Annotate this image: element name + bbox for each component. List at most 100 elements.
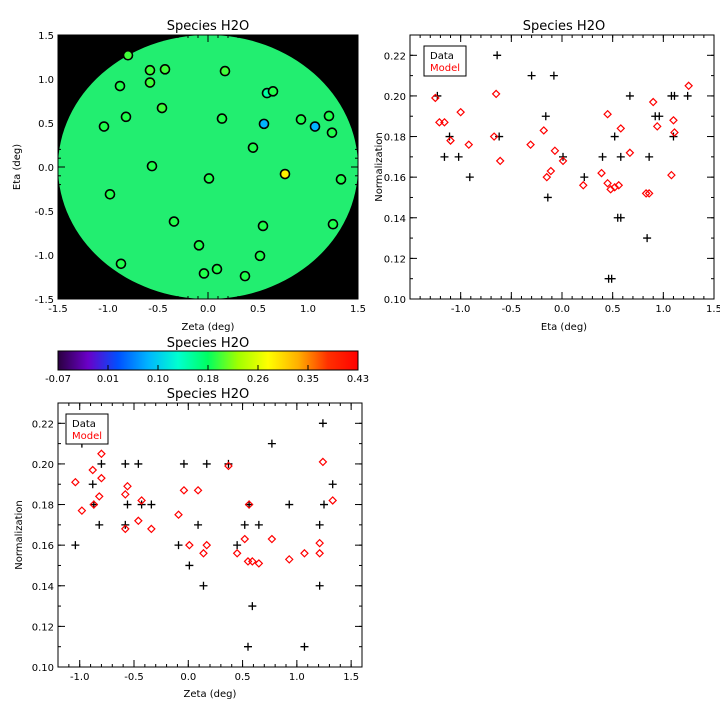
sky-map-xtick-label: 0.5 — [250, 304, 266, 315]
zeta-model-point — [94, 492, 104, 501]
zeta-data-point — [300, 642, 309, 651]
sky-map-point — [219, 65, 231, 77]
sky-map-point — [267, 86, 279, 97]
sky-map-point — [122, 49, 134, 61]
zeta-data-point — [194, 520, 203, 529]
sky-map-xtick-label: 1.0 — [300, 304, 316, 315]
zeta-xtick-label: 1.5 — [343, 672, 359, 683]
sky-map-ytick-label: -0.5 — [34, 207, 54, 218]
zeta-panel: Species H2O -1.0 -0.5 0.0 0.5 1.0 1.5 0.10 0.12… — [14, 387, 363, 700]
zeta-data-point — [224, 459, 233, 468]
eta-model-point — [550, 146, 560, 156]
eta-model-point — [430, 93, 440, 103]
zeta-model-point — [254, 559, 264, 568]
eta-model-point — [625, 148, 635, 158]
eta-data-point — [541, 112, 550, 121]
eta-model-point — [667, 170, 676, 180]
eta-model-point — [616, 124, 626, 133]
zeta-data-point — [199, 581, 208, 590]
zeta-data-point — [267, 439, 276, 448]
eta-plot-title: Species H2O — [523, 19, 605, 34]
zeta-model-point — [97, 449, 106, 459]
zeta-legend-box — [65, 413, 109, 445]
sky-map-point — [309, 121, 321, 132]
eta-data-point — [440, 152, 449, 161]
eta-data-point — [580, 173, 589, 182]
eta-model-point — [606, 184, 615, 194]
eta-ytick-label: 0.20 — [384, 92, 406, 103]
eta-data-point — [610, 132, 619, 141]
eta-panel: Species H2O -1.0 -0.5 0.0 0.5 1.0 1.5 0.10 0.12… — [374, 19, 720, 333]
sky-map-ytick-label: 1.5 — [38, 31, 54, 42]
sky-map-axes: -1.5 -1.0 -0.5 0.0 0.5 1.0 1.5 -1.5 -1.0 -0.5 0.0 0… — [34, 31, 365, 315]
zeta-data-point — [121, 459, 130, 468]
eta-xtick-label: 1.5 — [706, 304, 720, 315]
zeta-model-point — [133, 516, 143, 526]
zeta-model-point — [244, 500, 254, 509]
eta-data-point — [669, 132, 678, 141]
eta-model-point — [670, 128, 679, 137]
zeta-data-point — [285, 500, 294, 509]
eta-model-point — [495, 156, 505, 166]
sky-map-point — [254, 250, 266, 262]
zeta-data-point — [244, 642, 252, 651]
sky-map-point — [211, 263, 223, 275]
sky-map-point — [168, 216, 180, 227]
eta-model-point — [578, 180, 588, 190]
sky-map-point — [156, 102, 168, 114]
zeta-data-point — [254, 520, 263, 529]
eta-ylabel: Normalization — [374, 132, 385, 202]
zeta-model-point — [240, 534, 250, 544]
zeta-ytick-label: 0.10 — [32, 663, 54, 674]
eta-data-point — [495, 132, 504, 141]
sky-map-ytick-label: 0.0 — [38, 163, 54, 174]
zeta-model-point — [97, 473, 106, 483]
eta-model-point — [641, 189, 651, 198]
sky-map-point — [203, 173, 215, 184]
eta-model-point — [456, 107, 466, 117]
eta-ytick-label: 0.12 — [384, 254, 406, 265]
zeta-data-point — [315, 581, 324, 590]
colorbar-tick-label: -0.07 — [45, 374, 71, 385]
sky-map-point — [120, 111, 132, 123]
sky-map-ytick-label: -1.5 — [34, 295, 54, 306]
sky-map-point — [327, 218, 339, 230]
zeta-data-point — [123, 500, 132, 509]
zeta-model-point — [267, 534, 277, 544]
eta-axes: -1.0 -0.5 0.0 0.5 1.0 1.5 0.10 0.12 0.14 0.16 0.18… — [384, 34, 720, 315]
eta-model-point — [435, 117, 444, 127]
zeta-data-point — [185, 561, 194, 570]
sky-map-point — [115, 258, 127, 270]
zeta-model-point — [199, 548, 208, 558]
sky-map-point — [326, 127, 338, 138]
eta-data-point — [549, 71, 558, 80]
zeta-xtick-label: 0.0 — [180, 672, 196, 683]
sky-map-point — [98, 121, 110, 132]
zeta-model-point — [89, 500, 99, 509]
sky-map-point — [258, 118, 270, 130]
zeta-ytick-label: 0.16 — [32, 541, 54, 552]
sky-map-point — [193, 240, 205, 251]
zeta-model-point — [202, 540, 212, 550]
eta-legend-data: Data — [430, 51, 454, 62]
eta-data-point — [527, 71, 536, 80]
eta-model-point — [542, 172, 552, 182]
zeta-model-point — [120, 524, 130, 534]
eta-ytick-label: 0.18 — [384, 133, 406, 144]
sky-map-ytick-label: 1.0 — [38, 75, 54, 86]
eta-model-point — [684, 81, 694, 91]
zeta-xtick-label: -0.5 — [124, 672, 144, 683]
eta-data-point — [655, 112, 664, 121]
eta-model-point — [603, 178, 612, 188]
zeta-model-point — [147, 524, 156, 534]
sky-map-point — [335, 174, 347, 185]
zeta-model-point — [71, 477, 80, 487]
eta-model-point — [558, 156, 568, 166]
zeta-model-point — [328, 496, 338, 505]
zeta-data-point — [88, 480, 97, 489]
zeta-data-point — [202, 459, 211, 468]
zeta-xlabel: Zeta (deg) — [184, 689, 237, 700]
zeta-model-point — [185, 540, 194, 550]
zeta-data-point — [248, 602, 257, 611]
